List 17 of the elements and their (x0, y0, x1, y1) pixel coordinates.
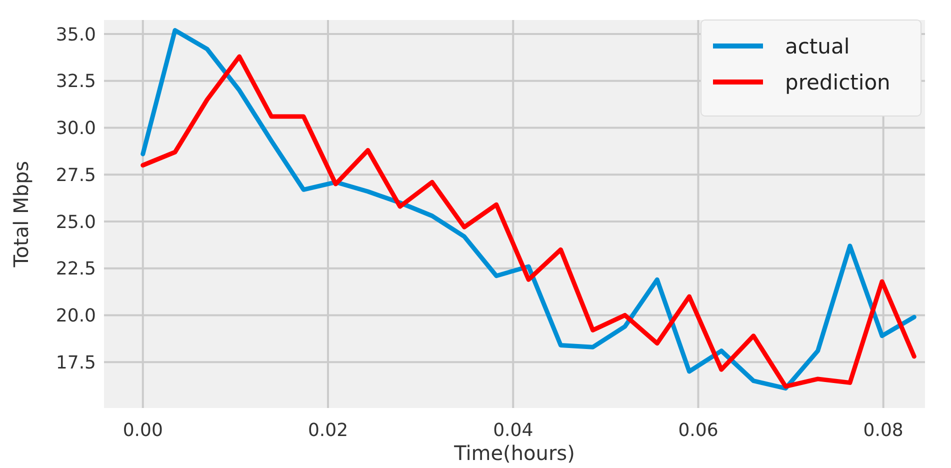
legend-label: actual (785, 34, 850, 58)
x-tick-label: 0.06 (678, 420, 718, 441)
y-tick-label: 32.5 (56, 71, 96, 92)
x-tick-label: 0.02 (308, 420, 348, 441)
y-tick-label: 22.5 (56, 258, 96, 280)
y-tick-label: 35.0 (56, 24, 96, 46)
x-tick-label: 0.00 (122, 420, 163, 441)
y-tick-label: 30.0 (56, 118, 96, 140)
y-tick-label: 25.0 (56, 212, 96, 233)
y-tick-label: 27.5 (56, 164, 96, 186)
x-axis-title: Time(hours) (453, 441, 575, 465)
y-tick-label: 20.0 (56, 306, 96, 327)
y-axis-title: Total Mbps (9, 160, 33, 268)
x-tick-label: 0.08 (863, 420, 904, 441)
x-tick-label: 0.04 (493, 420, 534, 441)
y-tick-label: 17.5 (56, 352, 96, 374)
legend-label: prediction (785, 70, 890, 94)
